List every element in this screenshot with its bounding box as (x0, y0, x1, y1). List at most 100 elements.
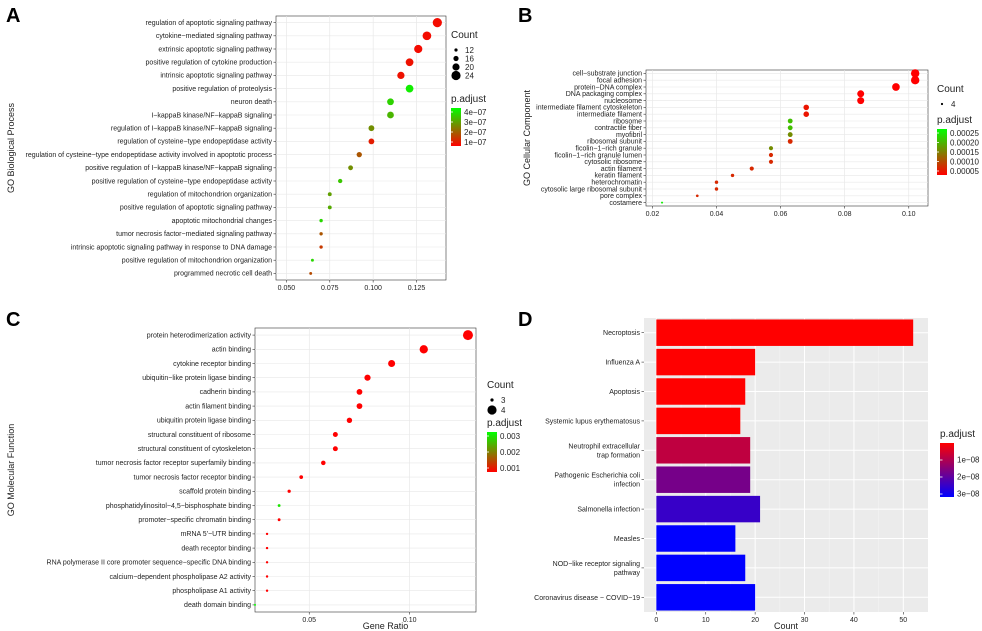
panel-b-x-tick-label: 0.06 (774, 211, 788, 218)
panel-a-point (397, 71, 405, 80)
panel-c-point (265, 532, 269, 536)
panel-c-category-label: tumor necrosis factor receptor binding (134, 474, 252, 481)
panel-b-category-label: costamere (609, 200, 642, 207)
panel-c-legend-count-title: Count (487, 380, 514, 391)
panel-d-x-tick-label: 40 (850, 617, 858, 624)
panel-c-category-label: calcium−dependent phospholipase A2 activ… (110, 574, 252, 581)
panel-b-legend-count-dot (940, 102, 944, 106)
panel-b-point (787, 132, 793, 138)
panel-c-panel-frame (254, 327, 477, 613)
panel-b-x-tick-label: 0.10 (902, 211, 916, 218)
panel-a-legend-count-value: 12 (465, 46, 474, 55)
panel-a-category-label: programmed necrotic cell death (174, 271, 272, 278)
panel-a-x-tick-label: 0.125 (408, 285, 426, 292)
panel-b-category-label: protein−DNA complex (574, 84, 642, 91)
panel-c-legend-padj-title: p.adjust (487, 418, 522, 429)
panel-a-legend-count-dot (452, 63, 460, 71)
panel-a-category-label: positive regulation of cytokine producti… (146, 60, 273, 67)
panel-c-point (321, 460, 326, 466)
panel-b-legend-padj-value: 0.00020 (950, 139, 979, 148)
panel-b-point (910, 76, 920, 85)
panel-a-point (356, 151, 362, 158)
panel-c-plot: protein heterodimerization activity actin… (6, 327, 522, 631)
panel-b-category-label: cytosolic ribosome (584, 159, 642, 166)
panel-b-category-label: contractile fiber (595, 125, 643, 132)
panel-d-x-tick-label: 50 (899, 617, 907, 624)
panel-d-label: D (518, 309, 532, 331)
panel-a-point (327, 205, 332, 210)
panel-c-point (277, 518, 281, 522)
panel-a-legend-padj-value: 1e−07 (464, 138, 487, 147)
panel-b-point (714, 187, 719, 191)
panel-d-category-label: Salmonella infection (577, 507, 640, 514)
panel-b-category-label: myofibril (616, 132, 643, 139)
panel-b-point (768, 152, 774, 158)
panel-c-category-label: phospholipase A1 activity (172, 588, 251, 595)
panel-a-category-label: extrinsic apoptotic signaling pathway (158, 46, 272, 53)
panel-a-legend-count-title: Count (451, 30, 478, 41)
panel-c-legend-count-value: 4 (501, 406, 506, 415)
panel-a-panel-frame (275, 15, 447, 281)
panel-b-legend-count-title: Count (937, 84, 964, 95)
panel-a-category-label: regulation of mitochondrion organization (147, 192, 272, 199)
panel-b-point (730, 173, 735, 178)
panel-c-point (265, 561, 269, 564)
panel-a-category-label: positive regulation of apoptotic signali… (120, 205, 273, 212)
panel-b-category-label: focal adhesion (597, 78, 642, 85)
panel-b-point (661, 201, 664, 204)
panel-a-point (432, 18, 442, 28)
panel-a-category-label: positive regulation of mitochondrion org… (122, 258, 272, 265)
panel-b-point (787, 138, 793, 144)
panel-b-point (803, 111, 810, 117)
panel-b-legend-padj-value: 0.00015 (950, 148, 979, 157)
panel-a-category-label: positive regulation of proteolysis (172, 86, 272, 93)
panel-c-category-label: promoter−specific chromatin binding (138, 517, 251, 524)
panel-a-legend-padj-value: 4e−07 (464, 108, 487, 117)
panel-b-category-label: heterochromatin (591, 180, 642, 187)
panel-a-plot: regulation of apoptotic signaling pathwa… (6, 15, 487, 292)
panel-b-point (910, 69, 920, 78)
panel-a-legend-colorbar (451, 108, 461, 146)
panel-d-category-label: Pathogenic Escherichia coli (554, 473, 640, 480)
panel-d-x-tick-label: 10 (702, 617, 710, 624)
panel-a-category-label: tumor necrosis factor−mediated signaling… (116, 231, 272, 238)
panel-c-category-label: death receptor binding (181, 545, 251, 552)
panel-d-x-tick-label: 30 (801, 617, 809, 624)
panel-c-x-tick-label: 0.05 (302, 617, 316, 624)
panel-d-category-label: Systemic lupus erythematosus (545, 418, 640, 425)
panel-d-legend-padj-title: p.adjust (940, 429, 975, 440)
panel-b-category-label: cell−substrate junction (573, 71, 643, 78)
panel-c-point (265, 575, 269, 578)
panel-c-label: C (6, 309, 20, 331)
panel-a-category-label: regulation of cysteine−type endopeptidas… (117, 139, 272, 146)
panel-c-point (462, 330, 473, 341)
panel-b-category-label: nucleosome (604, 98, 642, 105)
panel-a-legend-count-dot (454, 48, 458, 52)
panel-b-point (857, 90, 865, 98)
panel-a-point (319, 245, 323, 249)
panel-b-point (787, 118, 793, 124)
panel-b-legend-padj-value: 0.00005 (950, 167, 979, 176)
panel-c-category-label: actin binding (212, 347, 251, 354)
panel-c-x-axis-label: Gene Ratio (363, 621, 409, 631)
panel-d-bar (656, 378, 746, 405)
panel-a-legend-count-value: 16 (465, 55, 474, 64)
panel-b-point (803, 104, 810, 111)
panel-c-category-label: ubiquitin protein ligase binding (157, 418, 251, 425)
panel-c-category-label: structural constituent of ribosome (148, 432, 251, 439)
panel-d-bar (656, 554, 746, 582)
panel-c-category-label: protein heterodimerization activity (147, 332, 252, 339)
panel-d-bar (656, 495, 761, 523)
panel-d-category-label: Necroptosis (603, 330, 640, 337)
panel-d-category-label: Influenza A (605, 360, 640, 367)
panel-c-point (346, 417, 353, 423)
panel-b-label: B (518, 5, 532, 27)
panel-c-point (299, 475, 304, 479)
panel-c-x-tick-label: 0.10 (403, 617, 417, 624)
panel-c-point (265, 589, 269, 592)
panel-a-point (348, 165, 354, 171)
panel-c-legend-count-dot (490, 398, 494, 402)
panel-a-point (368, 125, 375, 132)
panel-a-point (319, 232, 323, 236)
